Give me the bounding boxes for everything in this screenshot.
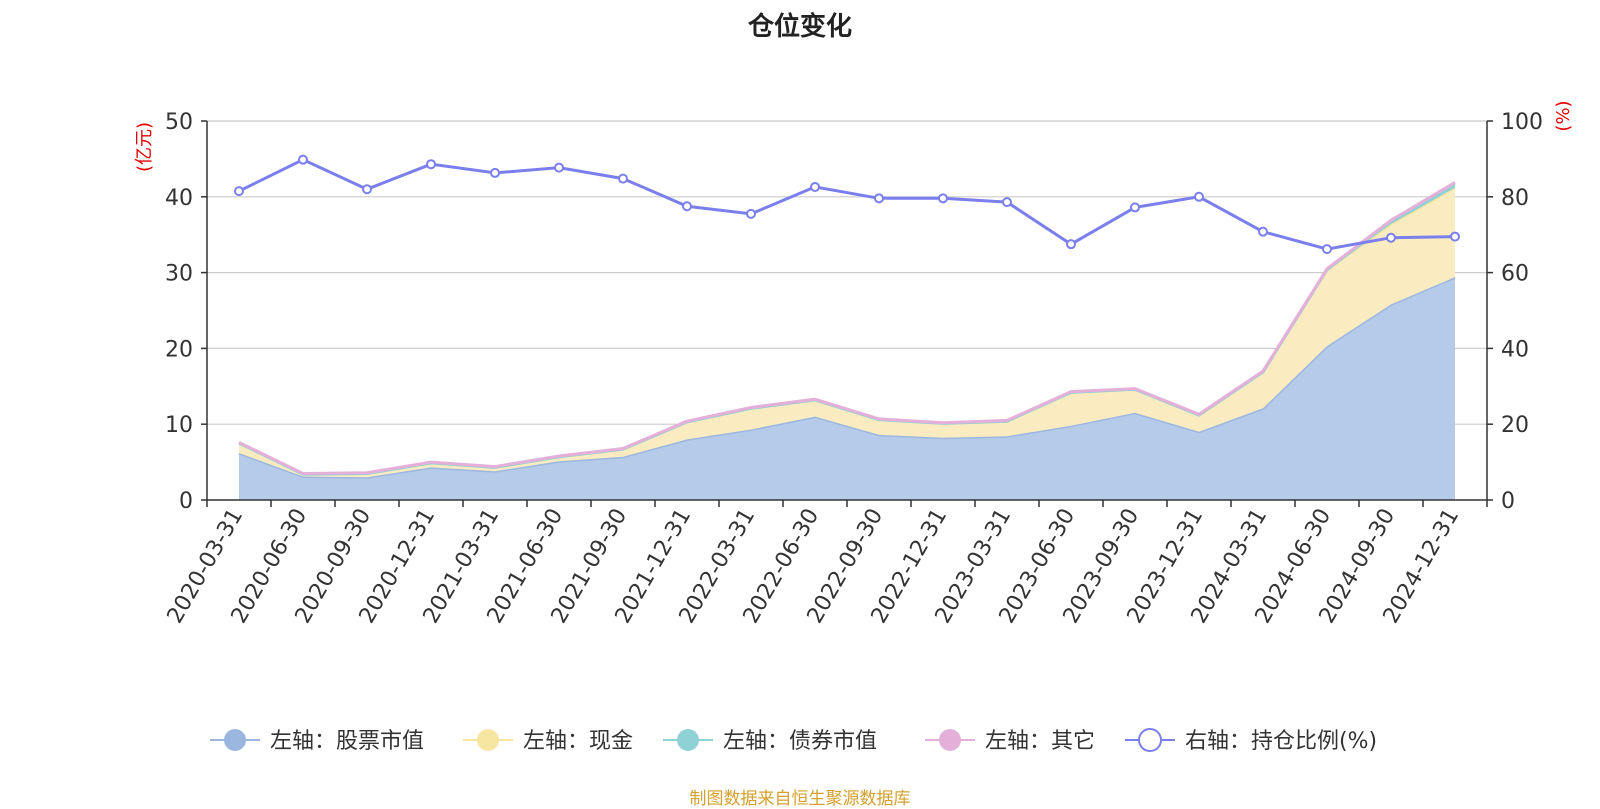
legend-marker [1138,728,1162,752]
ratio-point [1130,202,1140,213]
legend-marker [224,729,246,751]
right-axis-tick-label: 40 [1501,337,1529,362]
ratio-point [1386,232,1396,243]
left-axis-tick-label: 30 [165,262,193,287]
right-axis-tick-label: 100 [1501,110,1543,135]
left-axis-tick-label: 20 [165,337,193,362]
ratio-point [554,162,564,173]
area-2 [239,187,1455,478]
ratio-line-group [234,154,1460,255]
right-axis-tick-label: 80 [1501,186,1529,211]
ratio-point [234,186,244,197]
ratio-point [1194,191,1204,202]
legend-marker [477,729,499,751]
ratio-point [298,154,308,165]
legend-marker [677,729,699,751]
left-axis-tick-label: 0 [179,489,193,514]
ratio-point [618,173,628,184]
ratio-point [1258,226,1268,237]
ratio-point [938,193,948,204]
ratio-point [746,208,756,219]
left-axis-tick-label: 40 [165,186,193,211]
legend-label: 左轴：现金 [523,729,633,754]
ratio-point [1322,244,1332,255]
right-axis-tick-label: 20 [1501,413,1529,438]
ratio-point [362,184,372,195]
chart-title: 仓位变化 [747,12,852,42]
ratio-point [1002,197,1012,208]
left-axis-tick-label: 50 [165,110,193,135]
legend: 左轴：股票市值 左轴：现金 左轴：债券市值 左轴：其它 右轴：持仓比例(%) [210,728,1377,754]
right-axis-unit-label: (%) [1553,100,1574,131]
ratio-line [238,158,1456,251]
legend-label: 左轴：其它 [985,729,1095,754]
ratio-point [490,167,500,178]
left-axis-tick-label: 10 [165,413,193,438]
source-note: 制图数据来自恒生聚源数据库 [689,789,911,809]
stacked-areas [238,181,1456,500]
ratio-point [426,159,436,170]
ratio-point [1066,239,1076,250]
legend-label: 右轴：持仓比例(%) [1185,729,1377,754]
ratio-point [874,193,884,204]
right-axis-tick-label: 60 [1501,262,1529,287]
legend-label: 左轴：债券市值 [723,729,877,754]
ratio-point [810,181,820,192]
area-1 [239,277,1455,500]
legend-label: 左轴：股票市值 [270,729,424,754]
legend-marker [939,729,961,751]
left-axis-unit-label: (亿元) [134,122,155,172]
ratio-point [1450,231,1460,242]
area-edge-4 [238,181,1456,476]
right-axis-tick-label: 0 [1501,489,1515,514]
ratio-point [682,201,692,212]
